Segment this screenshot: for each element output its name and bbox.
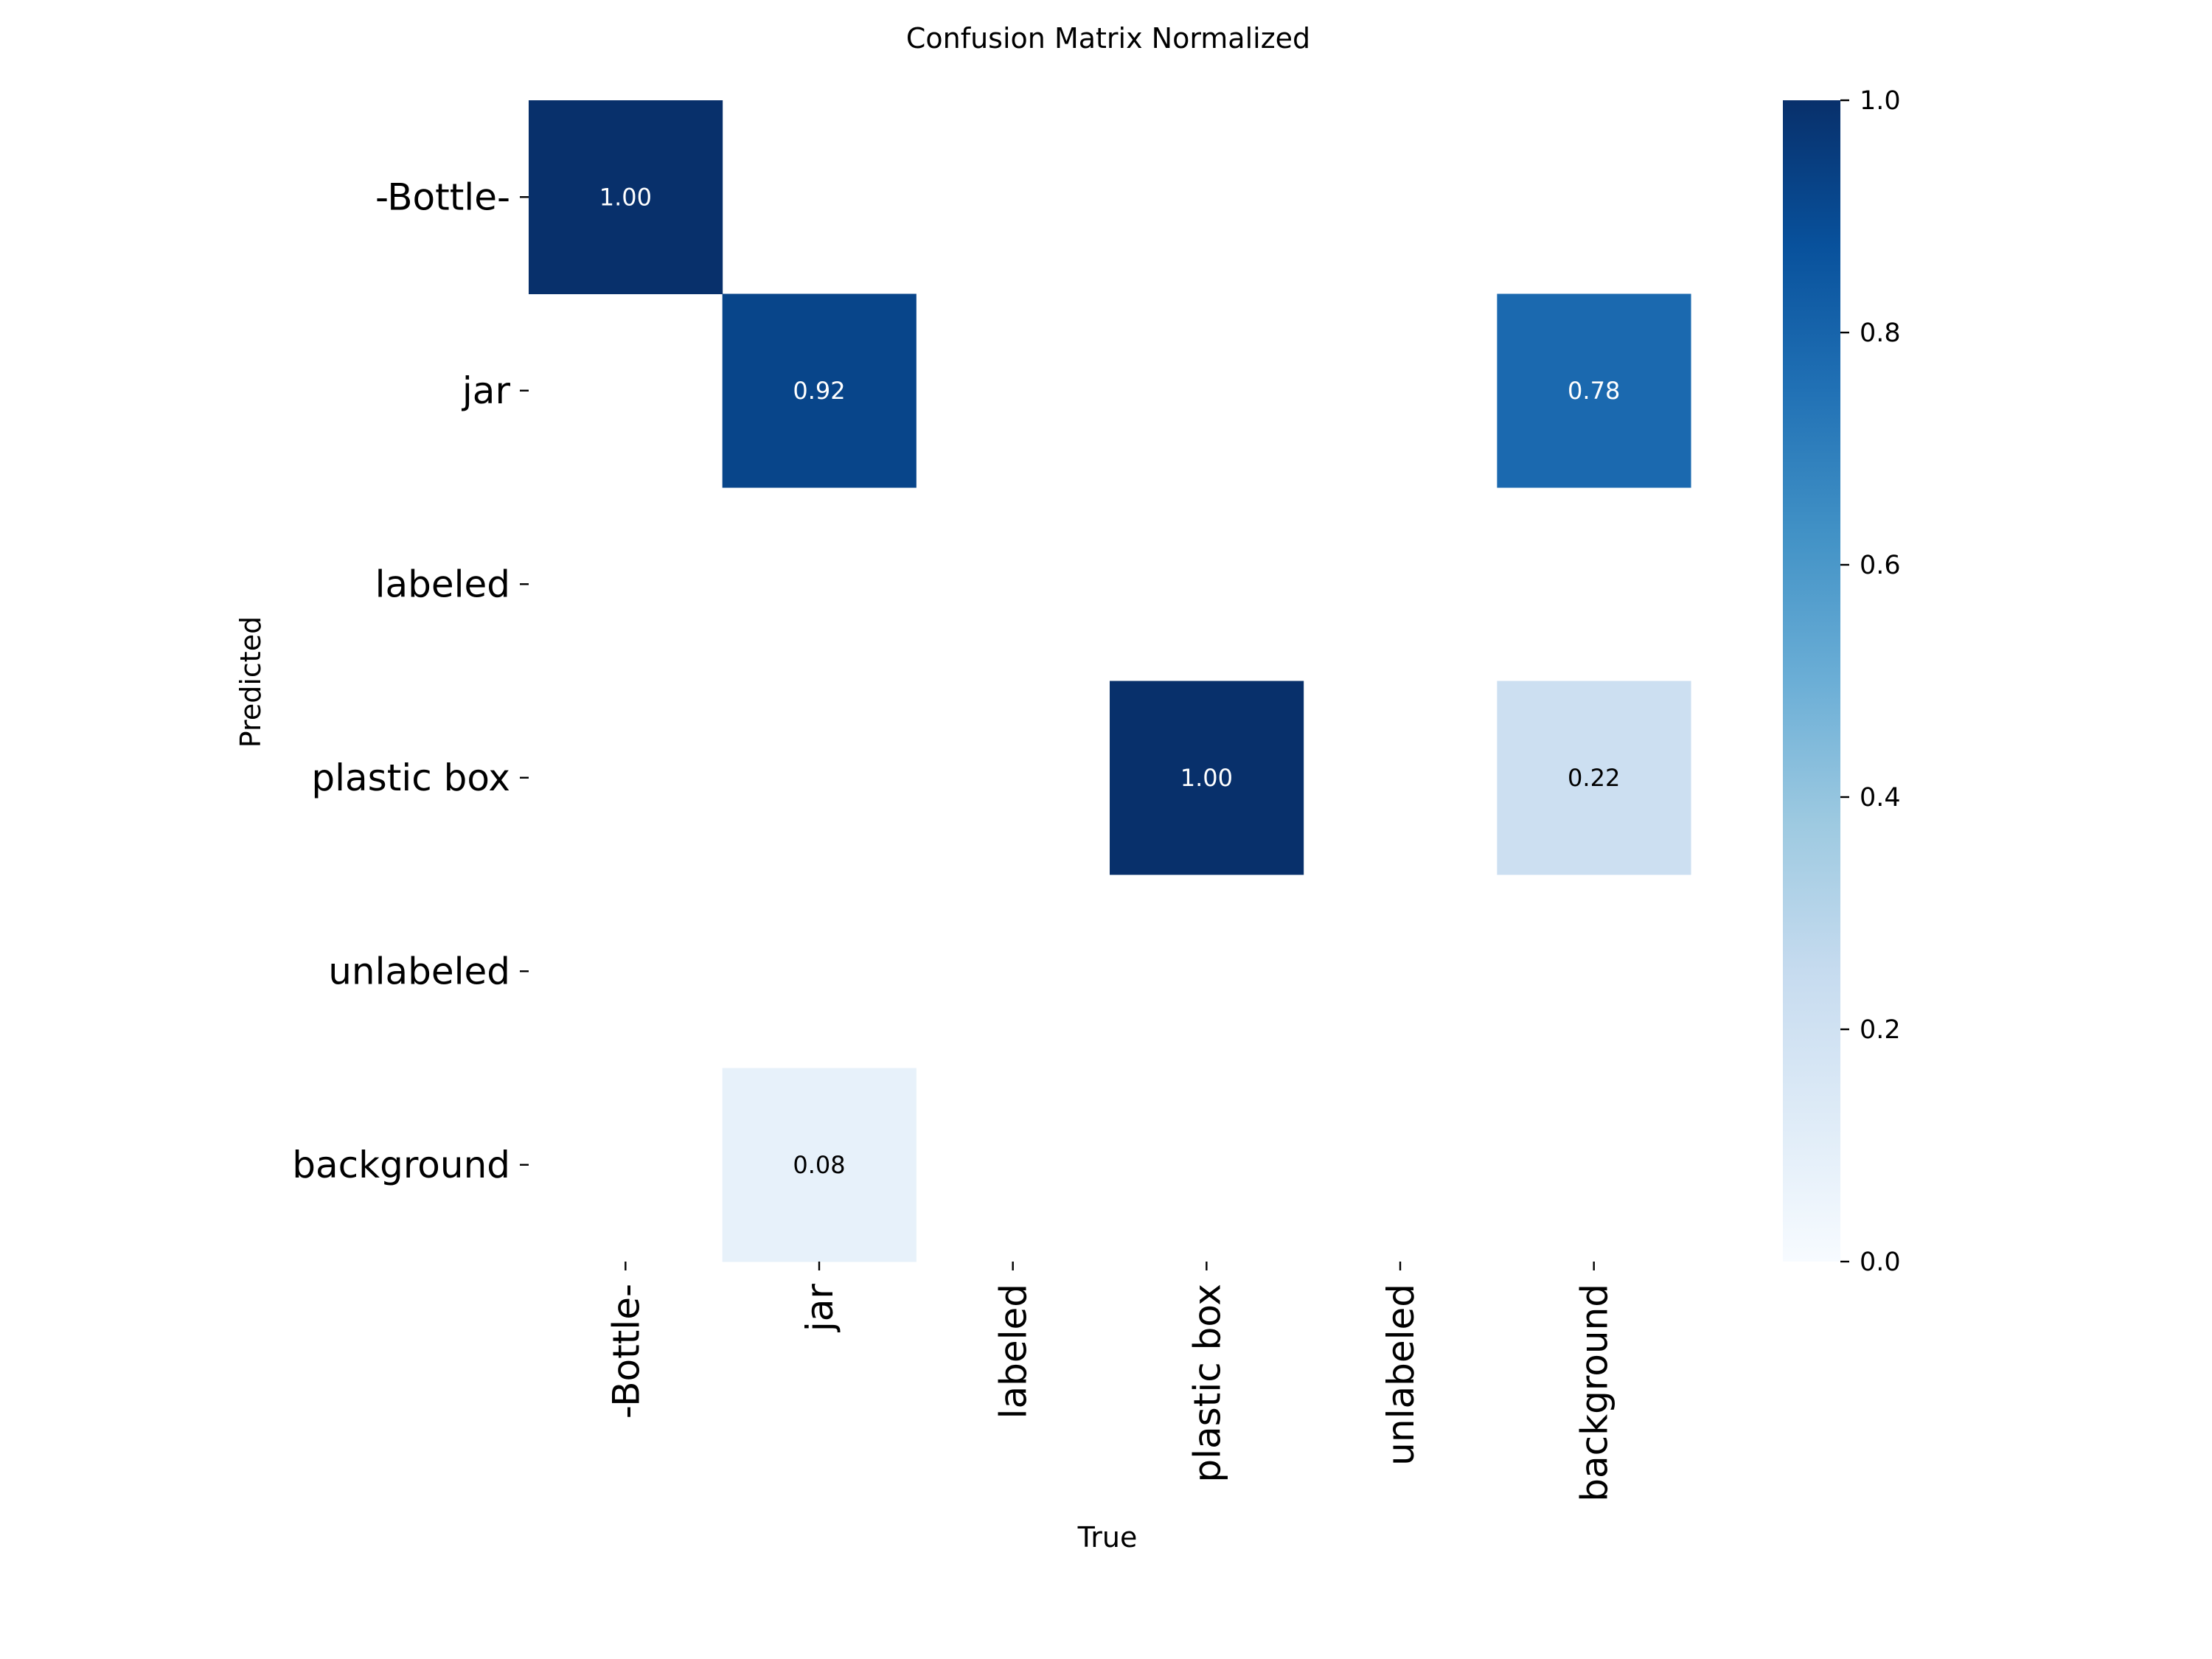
heatmap-cell-r1-c1 [722, 293, 917, 488]
heatmap-cell-r0-c0 [529, 100, 723, 294]
y-tick-label: jar [462, 369, 511, 412]
x-tick-label: plastic box [1186, 1284, 1228, 1483]
x-tick-label: unlabeled [1380, 1284, 1422, 1466]
x-axis-label: True [1077, 1521, 1138, 1554]
heatmap-cell-r5-c1 [722, 1068, 917, 1262]
heatmap-cell-r3-c3 [1110, 681, 1304, 875]
cell-value-label: 1.00 [1180, 764, 1233, 792]
x-tick-label: jar [799, 1284, 841, 1333]
cell-value-label: 0.92 [793, 377, 845, 405]
y-axis-tick-labels: -Bottle-jar labeled plastic box unlabeled ba… [292, 175, 529, 1186]
cell-value-label: 0.22 [1568, 764, 1620, 792]
x-tick-label: -Bottle- [605, 1284, 647, 1419]
x-tick-label: labeled [992, 1284, 1035, 1419]
y-tick-label: background [292, 1144, 510, 1186]
cell-value-label: 1.00 [599, 183, 652, 211]
y-tick-label: labeled [375, 563, 510, 605]
chart-title: Confusion Matrix Normalized [906, 22, 1310, 55]
cell-value-label: 0.08 [793, 1151, 845, 1179]
colorbar-tick-label: 0.2 [1860, 1015, 1901, 1045]
heatmap-cell-r1-c5 [1497, 293, 1691, 488]
x-tick-label: background [1573, 1284, 1616, 1502]
colorbar-tick-label: 1.0 [1860, 86, 1901, 116]
colorbar-tick-label: 0.8 [1860, 319, 1901, 348]
y-tick-label: -Bottle- [375, 175, 510, 218]
colorbar [1783, 100, 1840, 1262]
cell-value-label: 0.78 [1568, 377, 1620, 405]
y-axis-label: Predicted [234, 616, 267, 748]
heatmap-cells: 1.00 0.92 0.78 1.00 0.22 0.08 [529, 100, 1691, 1262]
colorbar-ticks: 0.0 0.2 0.4 0.6 0.8 1.0 [1840, 86, 1901, 1277]
colorbar-tick-label: 0.6 [1860, 551, 1901, 580]
colorbar-tick-label: 0.0 [1860, 1248, 1901, 1277]
y-tick-label: plastic box [311, 757, 510, 799]
x-axis-tick-labels: -Bottle-jar labeled plastic box unlabeled ba… [605, 1262, 1616, 1502]
y-tick-label: unlabeled [328, 950, 510, 992]
colorbar-tick-label: 0.4 [1860, 783, 1901, 813]
heatmap-cell-r3-c5 [1497, 681, 1691, 875]
